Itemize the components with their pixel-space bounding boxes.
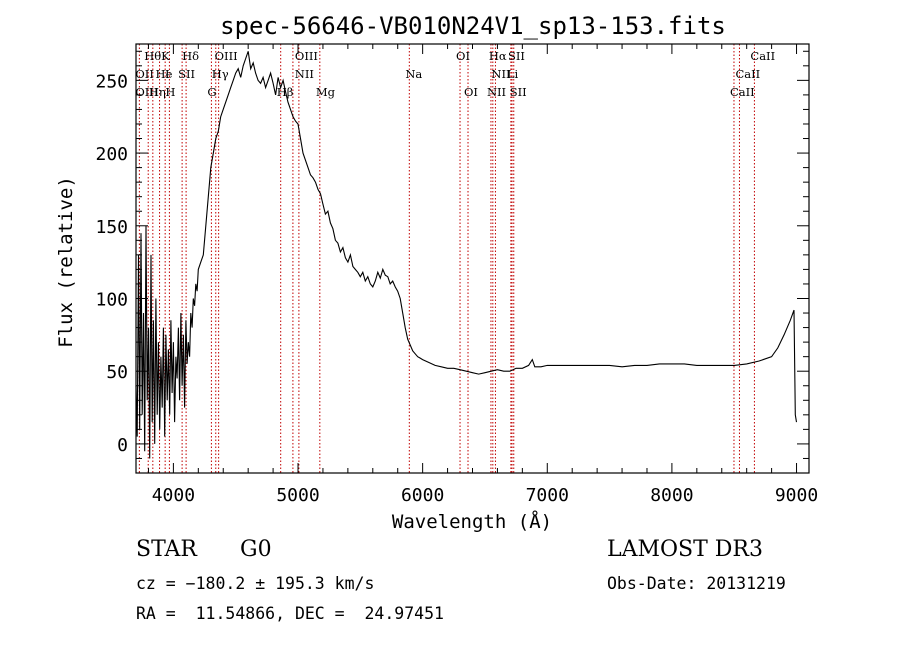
spectral-line-label: Li	[507, 67, 519, 81]
x-tick-label: 9000	[775, 485, 818, 506]
x-tick-label: 4000	[152, 485, 195, 506]
spectral-line-label: H	[165, 85, 175, 99]
spectral-line-label: G	[207, 85, 216, 99]
spectral-line-label: OIII	[215, 49, 238, 63]
spectrum-line	[135, 51, 798, 459]
spectral-line-label: NII	[487, 85, 506, 99]
x-tick-label: 8000	[650, 485, 693, 506]
survey-name: LAMOST DR3	[607, 537, 763, 562]
redshift-velocity: cz = −180.2 ± 195.3 km/s	[136, 574, 375, 593]
plot-frame	[135, 43, 810, 474]
spectral-line-label: I	[165, 67, 170, 81]
spectral-line-label: SII	[510, 85, 527, 99]
spectral-line-label: CaII	[730, 85, 755, 99]
spectral-line-label: OI	[464, 85, 478, 99]
y-tick-label: 150	[95, 217, 128, 238]
y-axis-label: Flux (relative)	[55, 176, 77, 348]
spectral-line-label: Hδ	[182, 49, 199, 63]
axis-ticks: 4000 5000 6000 7000 8000 9000 0 50 100 150 200 250	[95, 44, 818, 506]
spectral-line-label: CaII	[735, 67, 760, 81]
spectral-line-label: OIII	[135, 85, 158, 99]
chart-title: spec-56646-VB010N24V1_sp13-153.fits	[220, 12, 726, 40]
spectral-line-label: Hα	[489, 49, 507, 63]
spectral-line-label: Mg	[316, 85, 336, 99]
y-tick-label: 100	[95, 289, 128, 310]
spectral-line-markers	[138, 44, 755, 473]
spectral-line-label: NII	[295, 67, 314, 81]
object-subclass: G0	[240, 537, 272, 562]
x-tick-label: 6000	[401, 485, 444, 506]
spectral-line-label: SII	[178, 67, 195, 81]
object-class: STAR	[136, 537, 197, 562]
spectral-line-label: SII	[508, 49, 525, 63]
spectral-line-label: He	[156, 67, 173, 81]
x-axis-label: Wavelength (Å)	[392, 510, 552, 533]
y-tick-label: 0	[117, 435, 128, 456]
spectral-line-label: Na	[405, 67, 422, 81]
x-tick-label: 5000	[276, 485, 319, 506]
spectral-line-label: CaII	[750, 49, 775, 63]
spectral-line-label: Hγ	[212, 67, 229, 81]
spectral-line-label: OI	[456, 49, 470, 63]
spectral-line-label: NII	[491, 67, 510, 81]
y-tick-label: 50	[106, 362, 128, 383]
spectral-line-label: K	[161, 49, 170, 63]
coordinates: RA = 11.54866, DEC = 24.97451	[136, 604, 444, 623]
spectral-line-label: OII	[135, 67, 154, 81]
spectral-line-label: Hθ	[144, 49, 161, 63]
y-tick-label: 250	[95, 71, 128, 92]
spectral-line-label: Hη	[149, 85, 166, 99]
x-tick-label: 7000	[526, 485, 569, 506]
spectral-line-label: OIII	[295, 49, 318, 63]
observation-date: Obs-Date: 20131219	[607, 574, 786, 593]
y-tick-label: 200	[95, 144, 128, 165]
